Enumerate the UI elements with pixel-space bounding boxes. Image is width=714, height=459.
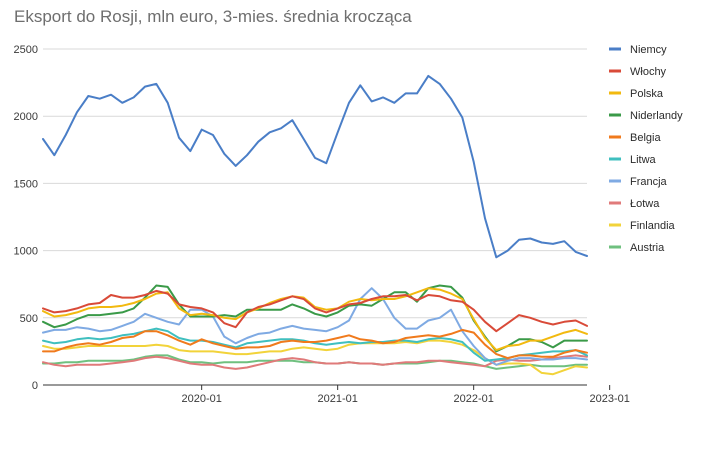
y-tick-label: 500 (20, 313, 38, 325)
series-line-niemcy (42, 74, 588, 259)
legend-entry: Belgia (630, 132, 661, 144)
series-line-włochy (42, 289, 588, 333)
gridlines (43, 48, 587, 386)
legend-entry: Austria (630, 242, 665, 254)
legend-entry: Litwa (630, 154, 657, 166)
series-line-francja (42, 287, 588, 366)
y-tick-label: 0 (32, 380, 38, 392)
y-tick-label: 1500 (14, 178, 38, 190)
series-line-polska (42, 287, 588, 352)
x-tick-label: 2022-01 (453, 393, 493, 405)
legend-entry: Finlandia (630, 220, 676, 232)
series-line-niderlandy (42, 284, 588, 353)
y-tick-label: 2500 (14, 44, 38, 56)
y-axis-ticks: 0 500 1000 1500 2000 2500 (14, 44, 38, 392)
y-tick-label: 2000 (14, 111, 38, 123)
x-tick-label: 2021-01 (317, 393, 357, 405)
legend-entry: Niderlandy (630, 110, 683, 122)
legend-entry: Włochy (630, 66, 667, 78)
legend-entry: Niemcy (630, 44, 667, 56)
series-line-belgia (42, 328, 588, 360)
legend: Niemcy Włochy Polska Niderlandy Belgia Litwa F… (609, 44, 683, 254)
series-lines (42, 74, 588, 376)
x-tick-label: 2023-01 (589, 393, 629, 405)
series-line-litwa (42, 327, 588, 362)
legend-entry: Łotwa (630, 198, 660, 210)
legend-entry: Francja (630, 176, 668, 188)
series-line-łotwa (42, 354, 588, 370)
x-tick-label: 2020-01 (181, 393, 221, 405)
legend-entry: Polska (630, 88, 664, 100)
y-tick-label: 1000 (14, 246, 38, 258)
chart-title: Eksport do Rosji, mln euro, 3-mies. śred… (14, 7, 412, 26)
x-axis-ticks: 2020-01 2021-01 2022-01 2023-01 (181, 385, 630, 405)
